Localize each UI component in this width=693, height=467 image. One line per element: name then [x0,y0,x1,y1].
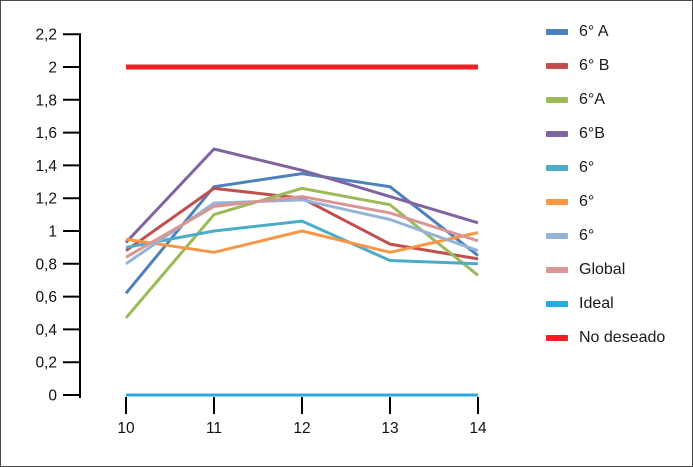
legend-item: 6°B [546,117,691,151]
legend-swatch [546,97,568,103]
legend-item: 6° A [546,15,691,49]
legend-label: Global [579,261,626,278]
y-axis-tick-label: 1,4 [35,158,57,175]
y-axis-tick-label: 0,2 [35,355,57,372]
legend-label: Ideal [579,295,614,312]
legend-label: 6° B [579,57,610,74]
legend-swatch [546,131,568,137]
legend-swatch [546,233,568,239]
legend-label: 6° [579,227,595,244]
x-axis-tick-label: 14 [469,420,487,437]
y-axis-tick-label: 0,6 [35,289,57,306]
series-line-7-global [125,195,479,259]
series-line-5-6° [125,229,479,254]
y-axis-tick-label: 2 [48,60,57,77]
legend-swatch [546,199,568,205]
series-line-3-6°b [124,147,479,244]
legend-item: 6° B [546,49,691,83]
legend-item: 6° [546,151,691,185]
legend-label: 6°A [579,91,605,108]
y-axis-tick-label: 2,2 [35,27,57,44]
y-axis-tick-label: 0,4 [35,322,57,339]
legend-item: Ideal [546,287,691,321]
y-axis-tick-label: 1,8 [35,92,57,109]
y-axis-tick-label: 1,2 [35,191,57,208]
legend-swatch [546,63,568,69]
legend-swatch [546,301,568,307]
x-axis-tick-label: 10 [117,420,135,437]
legend-item: 6° [546,219,691,253]
y-axis-tick-label: 1 [48,224,57,241]
legend-item: No deseado [546,321,691,355]
chart-legend: 6° A 6° B 6°A 6°B 6° 6° 6° Global Ideal No desead… [546,15,691,355]
legend-item: 6°A [546,83,691,117]
x-axis-tick-label: 11 [206,420,222,437]
legend-label: 6° [579,193,595,210]
x-axis-tick-label: 13 [381,420,398,437]
legend-item: 6° [546,185,691,219]
legend-label: No deseado [579,329,666,346]
y-axis-tick-label: 1,6 [35,125,57,142]
legend-swatch [546,267,568,273]
series-line-4-6° [125,219,479,266]
legend-label: 6° [579,159,595,176]
y-axis-tick-label: 0,8 [35,256,57,273]
legend-swatch [546,335,568,341]
legend-swatch [546,165,568,171]
x-axis-tick-label: 12 [293,420,310,437]
legend-swatch [546,29,568,35]
legend-item: Global [546,253,691,287]
legend-label: 6°B [579,125,605,142]
legend-label: 6° A [579,23,609,40]
series-line-1-6°-b [125,186,479,261]
y-axis-tick-label: 0 [48,388,57,405]
